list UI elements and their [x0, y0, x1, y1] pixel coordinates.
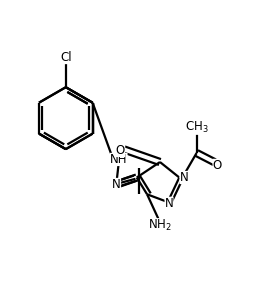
Text: O: O: [213, 159, 222, 172]
Text: N: N: [180, 171, 188, 184]
Text: NH: NH: [110, 153, 127, 166]
Text: N: N: [112, 178, 121, 191]
Text: Cl: Cl: [60, 51, 72, 64]
Text: CH$_3$: CH$_3$: [185, 120, 208, 135]
Text: NH$_2$: NH$_2$: [148, 218, 171, 233]
Text: N: N: [165, 197, 173, 210]
Text: O: O: [116, 144, 125, 157]
